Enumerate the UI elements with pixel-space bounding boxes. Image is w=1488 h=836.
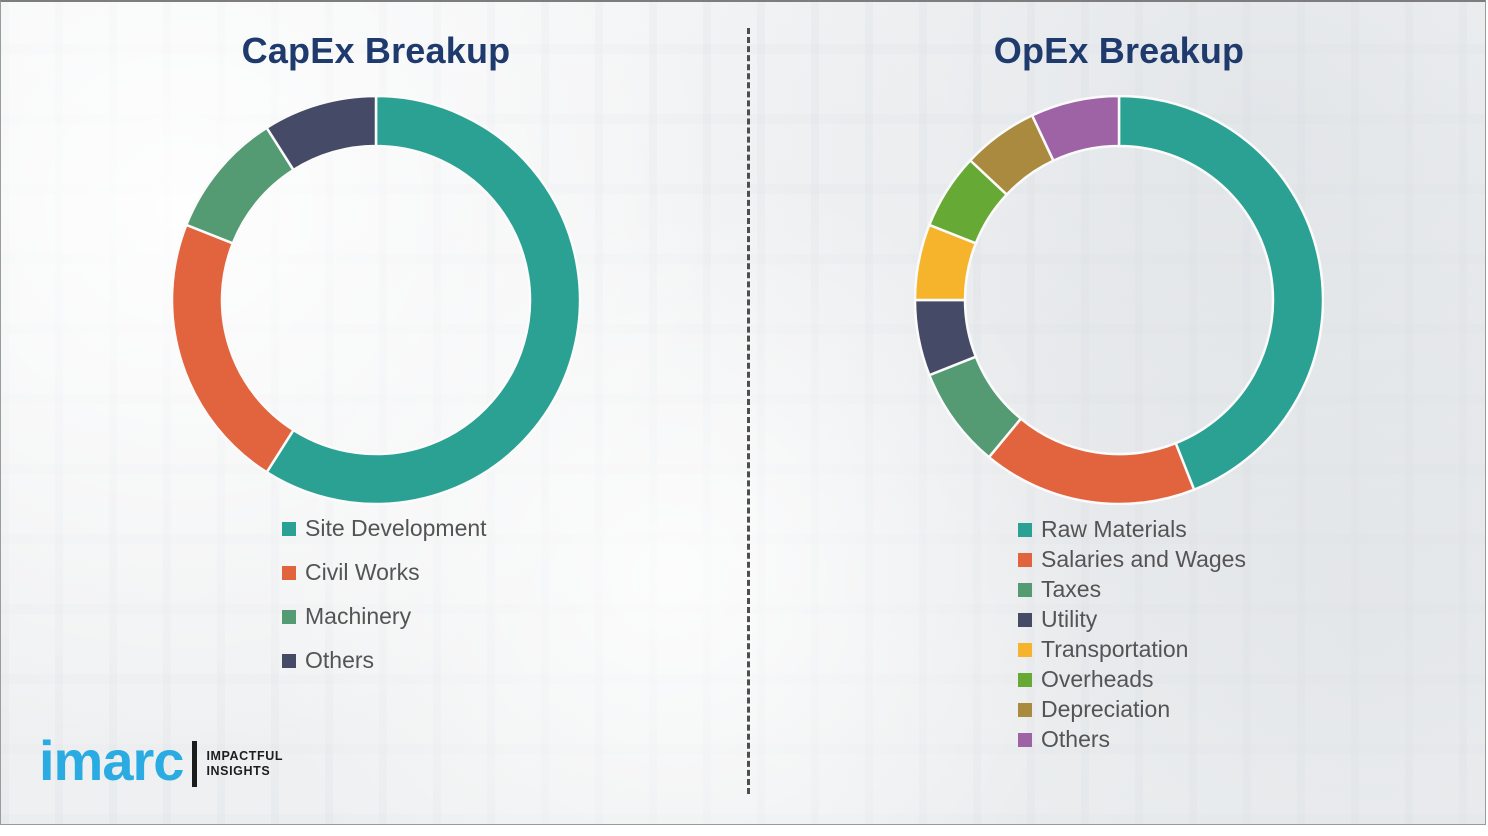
legend-swatch bbox=[1018, 702, 1032, 717]
legend-swatch bbox=[1018, 642, 1032, 657]
legend-swatch bbox=[282, 653, 296, 668]
imarc-tagline-line1: IMPACTFUL bbox=[206, 749, 284, 763]
legend-label: Machinery bbox=[305, 603, 412, 629]
legend-label: Raw Materials bbox=[1041, 516, 1187, 542]
imarc-logo-tagline: IMPACTFUL INSIGHTS bbox=[206, 749, 283, 779]
capex-chart-title: CapEx Breakup bbox=[241, 30, 511, 71]
legend-label: Salaries and Wages bbox=[1041, 546, 1246, 572]
legend-item-salaries-and-wages: Salaries and Wages bbox=[1018, 548, 1246, 571]
legend-swatch bbox=[282, 565, 296, 580]
legend-swatch bbox=[1018, 612, 1032, 627]
opex-chart-title: OpEx Breakup bbox=[993, 30, 1245, 71]
imarc-logo-wordmark: imarc bbox=[39, 728, 184, 792]
legend-swatch bbox=[1018, 582, 1032, 597]
opex-donut-chart bbox=[914, 95, 1324, 505]
legend-label: Others bbox=[1041, 726, 1111, 752]
legend-label: Utility bbox=[1041, 606, 1098, 632]
donut-segment-salaries-and-wages bbox=[987, 416, 1196, 505]
legend-item-others: Others bbox=[282, 649, 487, 672]
legend-swatch bbox=[1018, 672, 1032, 687]
legend-item-raw-materials: Raw Materials bbox=[1018, 518, 1246, 541]
imarc-logo-divider-bar bbox=[192, 741, 198, 787]
donut-segment-raw-materials bbox=[1117, 95, 1324, 492]
legend-label: Taxes bbox=[1041, 576, 1102, 602]
legend-item-machinery: Machinery bbox=[282, 605, 487, 628]
legend-item-taxes: Taxes bbox=[1018, 578, 1246, 601]
imarc-tagline-line2: INSIGHTS bbox=[206, 764, 271, 778]
legend-swatch bbox=[1018, 552, 1032, 567]
legend-swatch bbox=[282, 609, 296, 624]
legend-swatch bbox=[1018, 732, 1032, 747]
legend-swatch bbox=[1018, 522, 1032, 537]
legend-label: Civil Works bbox=[305, 559, 420, 585]
legend-label: Depreciation bbox=[1041, 696, 1171, 722]
legend-swatch bbox=[282, 521, 296, 536]
donut-segment-others bbox=[1030, 95, 1121, 163]
capex-donut-chart bbox=[171, 95, 581, 505]
legend-label: Overheads bbox=[1041, 666, 1154, 692]
legend-item-depreciation: Depreciation bbox=[1018, 698, 1246, 721]
legend-item-site-development: Site Development bbox=[282, 517, 487, 540]
donut-segment-site-development bbox=[264, 95, 581, 505]
opex-legend: Raw Materials Salaries and Wages Taxes Util… bbox=[1018, 518, 1246, 758]
legend-item-overheads: Overheads bbox=[1018, 668, 1246, 691]
donut-segment-civil-works bbox=[171, 223, 296, 474]
legend-item-utility: Utility bbox=[1018, 608, 1246, 631]
legend-item-civil-works: Civil Works bbox=[282, 561, 487, 584]
legend-item-transportation: Transportation bbox=[1018, 638, 1246, 661]
donut-segment-others bbox=[264, 95, 378, 172]
imarc-logo: imarc IMPACTFUL INSIGHTS bbox=[39, 728, 283, 792]
capex-legend: Site Development Civil Works Machinery Othe… bbox=[282, 517, 487, 693]
legend-label: Others bbox=[305, 647, 375, 673]
legend-label: Transportation bbox=[1041, 636, 1189, 662]
legend-label: Site Development bbox=[305, 515, 487, 541]
legend-item-others: Others bbox=[1018, 728, 1246, 751]
vertical-dashed-divider bbox=[747, 28, 750, 794]
